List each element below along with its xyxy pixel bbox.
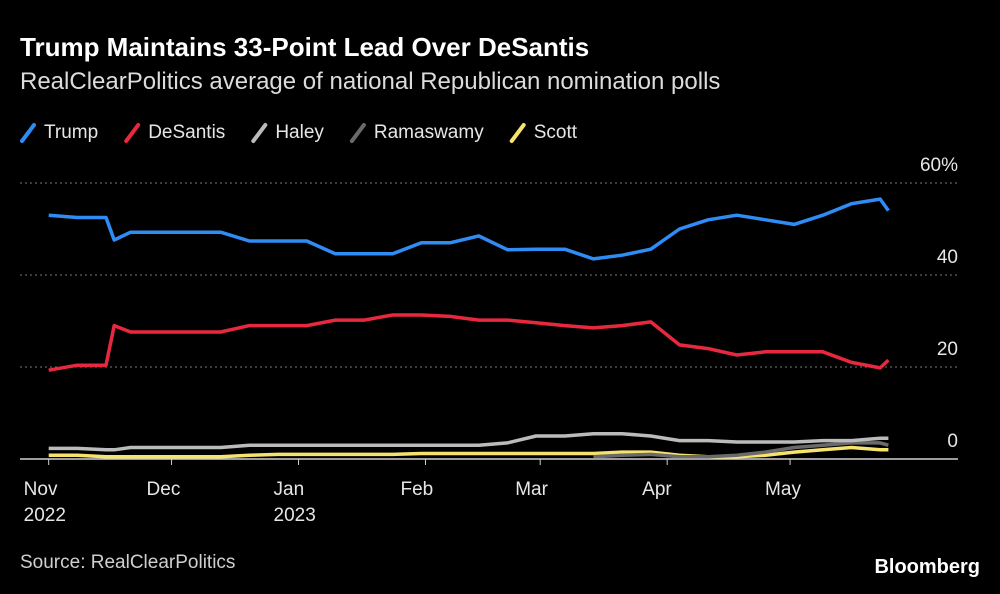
y-tick-label: 20 — [937, 339, 958, 360]
x-tick-label: Mar — [515, 479, 548, 500]
series-line — [593, 441, 889, 459]
legend-label: Scott — [534, 122, 578, 143]
x-tick-label: May — [765, 479, 801, 500]
series-line — [48, 197, 890, 261]
legend-swatch — [509, 123, 526, 143]
y-tick-label: 60% — [920, 155, 958, 176]
x-tick-label: Nov 2022 — [23, 479, 66, 526]
legend-label: Ramaswamy — [374, 122, 484, 143]
chart-subtitle: RealClearPolitics average of national Re… — [20, 68, 721, 95]
legend-swatch — [124, 123, 141, 143]
x-tick-label: Feb — [400, 479, 434, 500]
series-line — [48, 431, 889, 452]
legend-swatch — [251, 123, 268, 143]
chart-title: Trump Maintains 33-Point Lead Over DeSan… — [20, 32, 590, 62]
x-tick-label: Dec — [146, 479, 181, 500]
x-tick-label: Apr — [642, 479, 672, 500]
series-line — [48, 445, 889, 459]
y-tick-label: 40 — [937, 247, 958, 268]
legend-item: Haley — [251, 122, 324, 143]
legend-item: Trump — [20, 122, 98, 143]
legend-item: Scott — [509, 122, 578, 143]
legend-swatch — [349, 123, 366, 143]
legend-swatch — [20, 123, 36, 143]
y-tick-label: 0 — [947, 431, 958, 452]
series-line — [48, 313, 890, 372]
source: Source: RealClearPolitics — [20, 552, 236, 573]
legend-label: Haley — [275, 122, 324, 143]
legend-item: Ramaswamy — [349, 122, 484, 143]
brand: Bloomberg — [874, 556, 980, 578]
x-tick-label: Jan 2023 — [273, 479, 316, 526]
legend-label: DeSantis — [148, 122, 225, 143]
legend-label: Trump — [44, 122, 98, 143]
legend-item: DeSantis — [124, 122, 225, 143]
